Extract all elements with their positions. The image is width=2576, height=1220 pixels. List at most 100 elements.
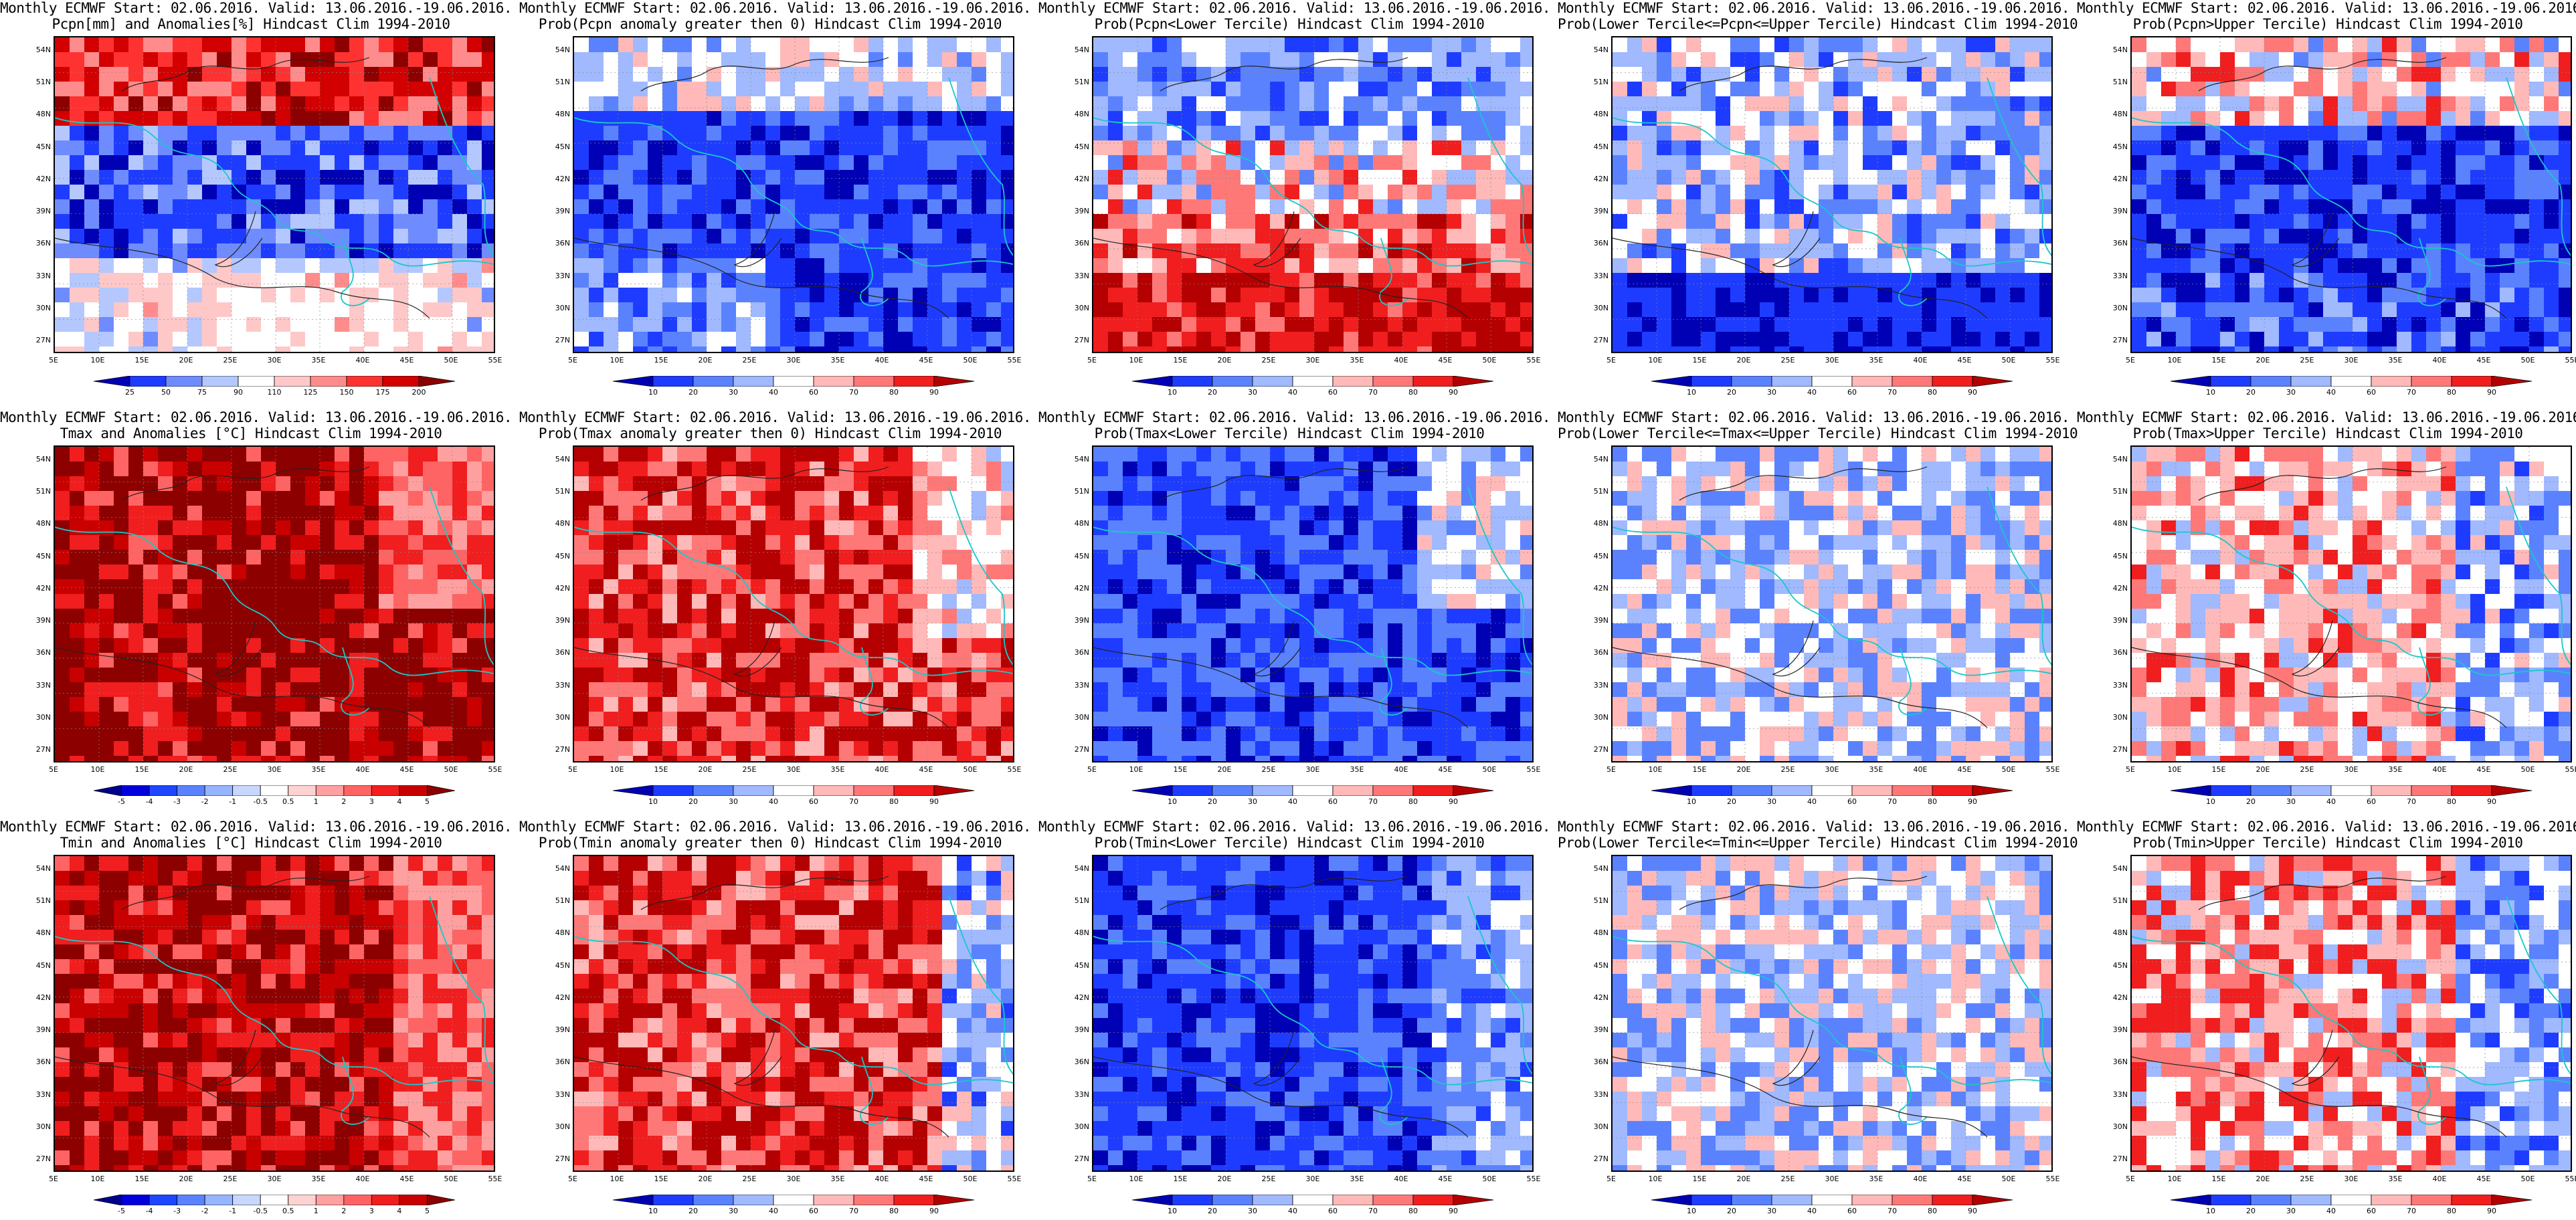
longitude-label: 20E — [1211, 765, 1238, 774]
latitude-label: 42N — [1586, 993, 1608, 1002]
latitude-label: 27N — [28, 1154, 51, 1163]
latitude-label: 42N — [2105, 175, 2128, 183]
longitude-label: 45E — [1951, 765, 1978, 774]
colorbar-segment — [1651, 785, 1691, 796]
longitude-label: 40E — [349, 1175, 376, 1183]
longitude-label: 5E — [2117, 1175, 2144, 1183]
colorbar-tick-label: 30 — [720, 797, 747, 806]
colorbar-tick-label: 70 — [1360, 797, 1386, 806]
longitude-label: 55E — [2559, 356, 2576, 365]
panel-title: Monthly ECMWF Start: 02.06.2016. Valid: … — [1558, 819, 2059, 835]
map-panel-tmax-middle: Monthly ECMWF Start: 02.06.2016. Valid: … — [1558, 409, 2059, 811]
longitude-label: 15E — [1167, 1175, 1194, 1183]
latitude-label: 45N — [547, 961, 570, 970]
latitude-label: 51N — [2105, 896, 2128, 905]
colorbar-tick-label: 2 — [331, 797, 357, 806]
forecast-map — [2130, 36, 2572, 353]
longitude-label: 50E — [1995, 1175, 2022, 1183]
colorbar-segment — [1373, 785, 1413, 796]
longitude-label: 15E — [128, 1175, 155, 1183]
latitude-label: 39N — [1586, 207, 1608, 215]
longitude-label: 40E — [2426, 356, 2453, 365]
longitude-label: 40E — [349, 356, 376, 365]
latitude-label: 54N — [1586, 455, 1608, 464]
colorbar-tick-label: -1 — [219, 1207, 246, 1215]
longitude-label: 50E — [438, 1175, 464, 1183]
longitude-label: 10E — [1123, 765, 1149, 774]
colorbar-tick-label: 30 — [720, 1207, 747, 1215]
longitude-label: 25E — [217, 765, 244, 774]
latitude-label: 51N — [28, 896, 51, 905]
map-panel-pcpn-anom: Monthly ECMWF Start: 02.06.2016. Valid: … — [0, 0, 502, 401]
panel-subtitle: Prob(Tmax>Upper Tercile) Hindcast Clim 1… — [2077, 425, 2576, 441]
colorbar-tick-label: 30 — [1239, 388, 1266, 397]
longitude-label: 5E — [1079, 1175, 1105, 1183]
colorbar-tick-label: 10 — [640, 1207, 666, 1215]
latitude-label: 39N — [28, 1025, 51, 1034]
longitude-label: 35E — [824, 1175, 851, 1183]
colorbar-segment — [1892, 785, 1932, 796]
latitude-label: 48N — [547, 110, 570, 118]
latitude-label: 51N — [1586, 896, 1608, 905]
colorbar-segment — [1852, 785, 1892, 796]
longitude-label: 10E — [604, 1175, 630, 1183]
colorbar-tick-label: 60 — [2358, 1207, 2385, 1215]
longitude-label: 50E — [1476, 356, 1503, 365]
colorbar-segment — [1772, 785, 1812, 796]
longitude-label: 45E — [393, 765, 420, 774]
longitude-label: 35E — [2382, 1175, 2409, 1183]
latitude-label: 48N — [1586, 519, 1608, 528]
longitude-label: 35E — [1344, 356, 1370, 365]
longitude-label: 35E — [305, 356, 332, 365]
colorbar-segment — [2211, 376, 2251, 387]
colorbar-segment — [773, 376, 814, 387]
latitude-label: 48N — [2105, 110, 2128, 118]
colorbar-tick-label: 90 — [1440, 388, 1467, 397]
colorbar-tick-label: 30 — [720, 388, 747, 397]
colorbar-tick-label: -4 — [136, 1207, 163, 1215]
longitude-label: 20E — [173, 765, 199, 774]
colorbar-tick-label: 70 — [840, 388, 867, 397]
colorbar-tick-label: 10 — [1159, 1207, 1186, 1215]
longitude-label: 35E — [2382, 765, 2409, 774]
latitude-label: 42N — [547, 175, 570, 183]
longitude-label: 5E — [1079, 356, 1105, 365]
latitude-label: 36N — [28, 239, 51, 247]
map-panel-tmin-upper: Monthly ECMWF Start: 02.06.2016. Valid: … — [2077, 819, 2576, 1220]
longitude-label: 35E — [824, 765, 851, 774]
longitude-label: 40E — [1907, 356, 1934, 365]
longitude-label: 55E — [2559, 765, 2576, 774]
colorbar-tick-label: 70 — [2398, 797, 2425, 806]
colorbar-tick-label: 4 — [386, 797, 413, 806]
colorbar-segment — [1212, 376, 1253, 387]
panel-subtitle: Prob(Pcpn<Lower Tercile) Hindcast Clim 1… — [1038, 16, 1540, 32]
latitude-label: 48N — [28, 519, 51, 528]
map-panel-pcpn-prob-gt0: Monthly ECMWF Start: 02.06.2016. Valid: … — [519, 0, 1021, 401]
colorbar-tick-label: 2 — [331, 1207, 357, 1215]
colorbar-tick-label: 20 — [1199, 1207, 1226, 1215]
latitude-label: 45N — [1067, 552, 1089, 561]
longitude-label: 20E — [692, 356, 719, 365]
latitude-label: 36N — [2105, 648, 2128, 657]
longitude-label: 55E — [482, 1175, 509, 1183]
colorbar-tick-label: 60 — [1839, 388, 1865, 397]
longitude-label: 40E — [2426, 765, 2453, 774]
latitude-label: 42N — [28, 175, 51, 183]
colorbar-tick-label: 40 — [1279, 388, 1306, 397]
latitude-label: 27N — [2105, 1154, 2128, 1163]
colorbar-segment — [149, 785, 177, 796]
colorbar-tick-label: 80 — [2438, 388, 2465, 397]
latitude-label: 30N — [28, 304, 51, 312]
longitude-label: 20E — [1730, 356, 1757, 365]
latitude-label: 36N — [28, 648, 51, 657]
forecast-map — [54, 36, 495, 353]
longitude-label: 15E — [1167, 356, 1194, 365]
latitude-label: 36N — [28, 1057, 51, 1066]
latitude-label: 39N — [547, 616, 570, 625]
colorbar-segment — [894, 376, 934, 387]
longitude-label: 25E — [1255, 765, 1282, 774]
latitude-label: 33N — [1586, 681, 1608, 690]
latitude-label: 27N — [28, 745, 51, 754]
panel-subtitle: Prob(Tmin anomaly greater then 0) Hindca… — [519, 835, 1021, 851]
longitude-label: 30E — [2338, 765, 2365, 774]
